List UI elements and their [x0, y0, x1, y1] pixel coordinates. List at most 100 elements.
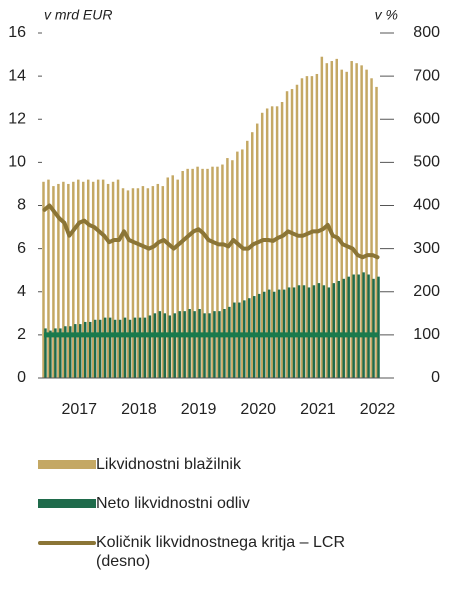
- bar: [74, 324, 77, 378]
- bar: [360, 65, 363, 378]
- y-tick-label: 6: [17, 240, 26, 257]
- y2-tick-label: 400: [413, 197, 440, 214]
- bar: [317, 283, 321, 378]
- bar: [372, 278, 375, 378]
- y2-tick-label: 800: [413, 24, 440, 41]
- legend-label: Neto likvidnostni odliv: [96, 495, 250, 512]
- bar: [191, 168, 194, 378]
- bar: [151, 186, 155, 378]
- bar: [243, 300, 246, 378]
- bar: [347, 276, 350, 378]
- bar: [203, 313, 206, 378]
- legend-label: Količnik likvidnostnega kritja – LCR (de…: [96, 534, 345, 570]
- y-tick-label: 0: [17, 369, 26, 386]
- bar: [275, 106, 279, 378]
- bar: [98, 319, 102, 378]
- bar: [173, 313, 176, 378]
- bar: [116, 179, 120, 378]
- bar: [355, 63, 358, 378]
- bar: [375, 86, 378, 378]
- legend: Likvidnostni blažilnik Neto likvidnostni …: [38, 455, 358, 591]
- bar: [111, 181, 115, 378]
- bar: [67, 183, 70, 378]
- x-tick-label: 2021: [300, 401, 336, 418]
- bar: [69, 326, 72, 378]
- bar: [216, 166, 219, 378]
- y-tick-label: 10: [8, 154, 26, 171]
- bar: [143, 317, 147, 378]
- bar: [153, 313, 157, 378]
- bar: [198, 309, 201, 378]
- bar: [365, 69, 368, 378]
- bar: [106, 183, 110, 378]
- x-tick-label: 2020: [240, 401, 276, 418]
- bar: [315, 73, 319, 378]
- bar: [161, 186, 165, 378]
- bar: [168, 315, 171, 378]
- bar: [186, 168, 189, 378]
- y-tick-label: 8: [17, 197, 26, 214]
- bar: [377, 276, 380, 378]
- bar: [42, 181, 45, 378]
- bar: [54, 328, 57, 378]
- bar: [163, 313, 167, 378]
- y2-tick-label: 500: [413, 154, 440, 171]
- bar: [183, 311, 186, 378]
- bar: [251, 132, 254, 378]
- bar: [228, 306, 231, 378]
- bar: [193, 311, 196, 378]
- bar: [255, 123, 259, 378]
- bar: [322, 285, 326, 378]
- y-tick-label: 2: [17, 326, 26, 343]
- bar: [62, 181, 65, 378]
- bar: [148, 315, 152, 378]
- bar: [128, 319, 132, 378]
- bar: [223, 309, 226, 378]
- bar: [82, 181, 85, 378]
- bar: [213, 311, 216, 378]
- bar: [59, 328, 62, 378]
- bar: [121, 188, 125, 378]
- bar: [126, 190, 130, 378]
- bar: [201, 168, 204, 378]
- bar: [96, 179, 100, 378]
- bar: [93, 319, 97, 378]
- bar: [312, 285, 316, 378]
- y-tick-label: 16: [8, 24, 26, 41]
- legend-label: Likvidnostni blažilnik: [96, 456, 241, 473]
- bar: [208, 313, 211, 378]
- bar: [57, 183, 60, 378]
- bar: [332, 283, 336, 378]
- y-tick-label: 14: [8, 67, 26, 84]
- y2-tick-label: 0: [431, 369, 440, 386]
- bar: [44, 328, 47, 378]
- bar: [88, 321, 92, 378]
- bar: [77, 179, 80, 378]
- bar: [64, 326, 67, 378]
- bar: [260, 112, 264, 378]
- bar: [300, 78, 304, 378]
- bar: [233, 302, 236, 378]
- bar: [337, 280, 340, 378]
- bar: [118, 319, 122, 378]
- bar: [335, 58, 338, 378]
- bar: [226, 158, 229, 378]
- y2-axis-label: v %: [375, 7, 398, 23]
- y-tick-label: 12: [8, 110, 26, 127]
- bar: [91, 181, 95, 378]
- y2-tick-label: 200: [413, 283, 440, 300]
- bar: [146, 188, 150, 378]
- legend-item: Likvidnostni blažilnik: [38, 455, 358, 474]
- bar: [52, 186, 55, 378]
- bar: [352, 274, 355, 378]
- bar: [340, 69, 343, 378]
- bar: [342, 278, 345, 378]
- legend-item: Količnik likvidnostnega kritja – LCR (de…: [38, 533, 358, 571]
- bar: [181, 171, 184, 378]
- bar: [305, 76, 309, 378]
- chart: v mrd EUR v % 0 2 4 6 8 10 12 14 16 0 100 200 300 400…: [8, 7, 440, 419]
- bar: [113, 319, 117, 378]
- bar: [367, 274, 370, 378]
- bar: [241, 149, 244, 378]
- bar: [176, 179, 179, 378]
